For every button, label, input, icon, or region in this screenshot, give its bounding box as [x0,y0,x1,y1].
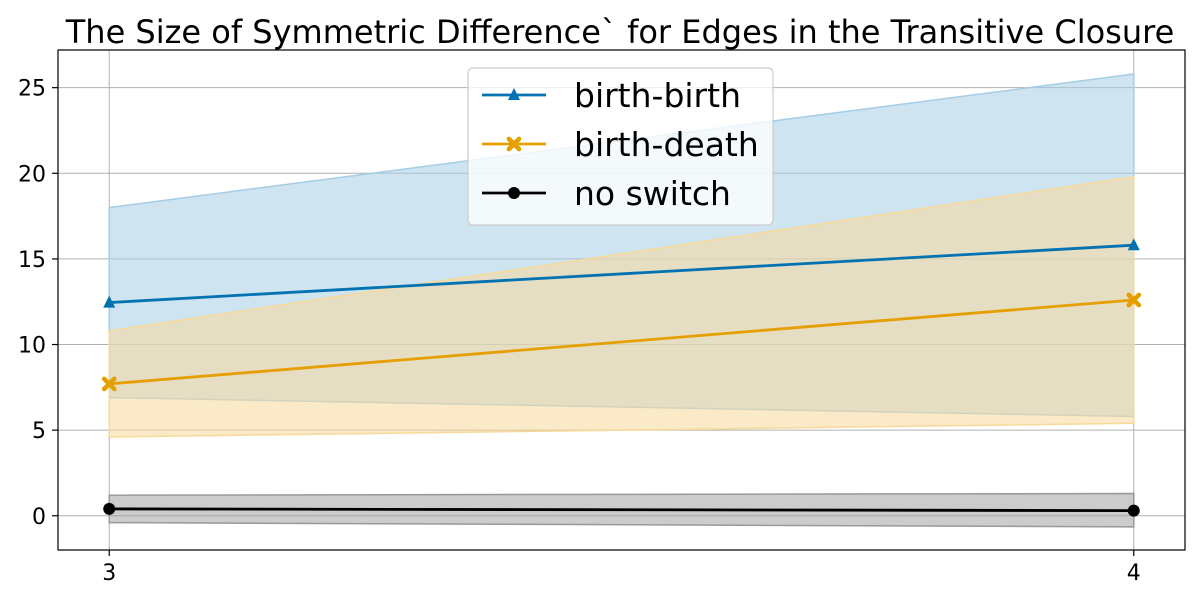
series-lines [101,238,1142,517]
legend-label-birth-death: birth-death [574,125,759,164]
legend-box [467,67,774,226]
plot-frame [57,49,1186,551]
x-marker-stroke [1126,292,1142,308]
point-birth-birth [1127,238,1140,251]
y-tick-label: 10 [18,334,46,359]
legend-label-birth-birth: birth-birth [574,76,741,115]
y-tick-label: 5 [32,419,46,444]
x-marker-stroke [506,136,522,152]
legend-marker-no-switch [508,187,520,199]
legend-marker-birth-death [506,136,522,152]
x-tick-label: 4 [1127,561,1141,586]
legend-label-no-switch: no switch [574,174,731,213]
legend-marker-birth-birth [508,88,520,100]
chart-title: The Size of Symmetric Difference` for Ed… [65,13,1175,51]
point-birth-birth [103,295,116,308]
line-no-switch [109,507,1134,513]
point-no-switch [1127,504,1140,517]
point-birth-death [101,376,117,392]
line-birth-death [109,298,1134,386]
y-tick-label: 15 [18,248,46,273]
y-tick-label: 0 [32,505,46,530]
y-tick-label: 25 [18,77,46,102]
y-tick-label: 20 [18,162,46,187]
point-birth-death [1126,292,1142,308]
x-marker-stroke [101,376,117,392]
point-no-switch [103,502,116,515]
x-tick-label: 3 [102,561,116,586]
band-birth-death [108,175,1135,438]
legend: birth-birth birth-death no switch [467,67,774,226]
line-birth-birth [109,243,1134,304]
axes: 0 5 10 15 20 25 3 4 [18,49,1186,586]
